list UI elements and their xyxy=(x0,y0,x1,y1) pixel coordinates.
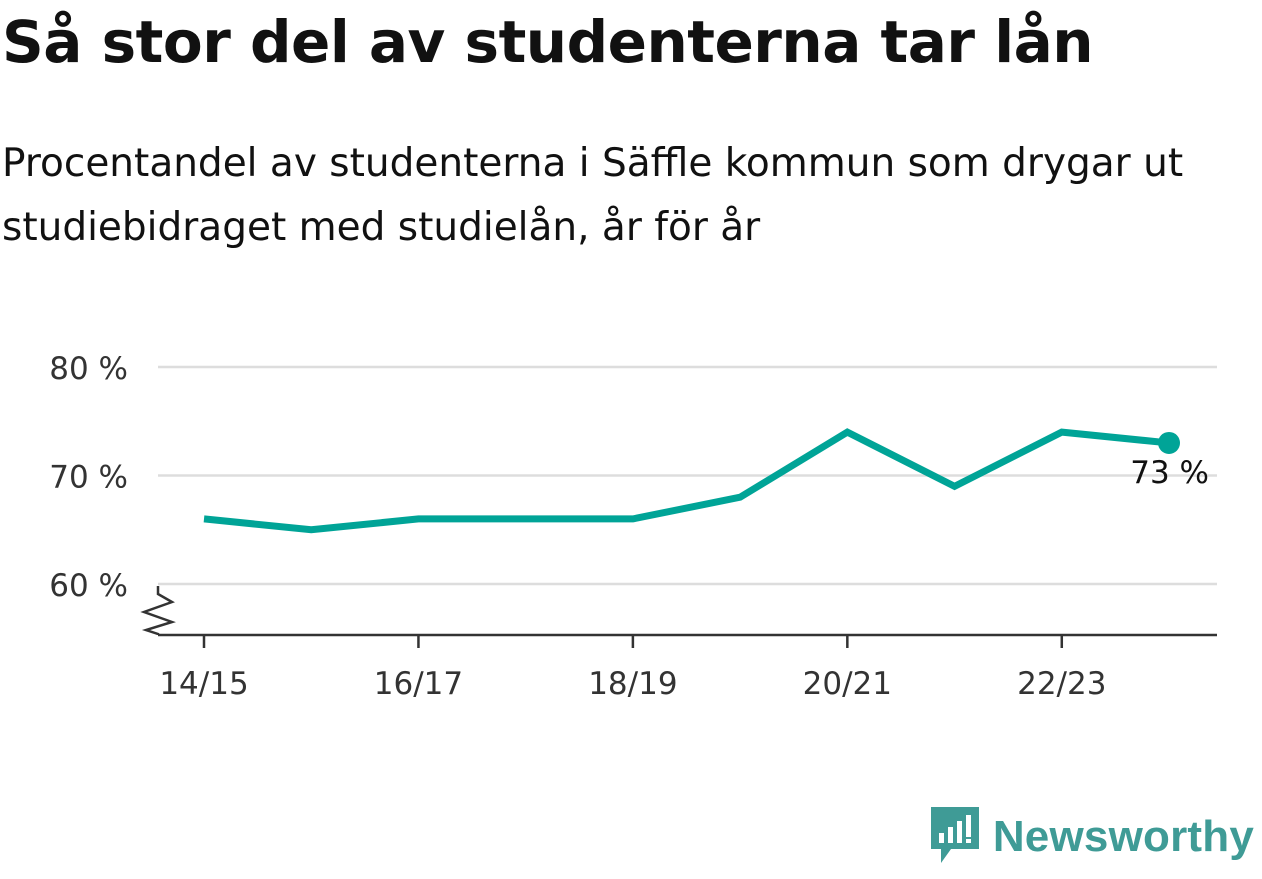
axis-break-icon xyxy=(140,586,176,636)
annotations: 73 % xyxy=(1130,431,1209,491)
series-layer xyxy=(203,428,1170,534)
series-line xyxy=(203,428,1170,534)
x-tick-label: 22/23 xyxy=(1017,666,1106,702)
y-tick-labels: 60 % 70 % 80 % xyxy=(49,351,128,604)
chart-title: Så stor del av studenterna tar lån xyxy=(2,8,1094,76)
data-label: 73 % xyxy=(1130,455,1209,491)
last-point-marker xyxy=(1158,431,1180,454)
chart-subtitle: Procentandel av studenterna i Säffle kom… xyxy=(2,141,1184,250)
x-tick-label: 16/17 xyxy=(374,666,463,702)
x-tick-labels: 14/15 16/17 18/19 20/21 22/23 xyxy=(159,635,1106,702)
newsworthy-logo-icon xyxy=(930,805,981,869)
x-tick-label: 20/21 xyxy=(803,666,892,702)
brand: Newsworthy xyxy=(930,805,1254,869)
gridlines xyxy=(158,365,1217,586)
x-tick-label: 18/19 xyxy=(588,666,677,702)
y-tick-label: 80 % xyxy=(49,351,128,387)
y-tick-label: 60 % xyxy=(49,568,128,604)
x-tick-label: 14/15 xyxy=(159,666,248,702)
brand-name: Newsworthy xyxy=(992,812,1254,861)
x-axis xyxy=(140,586,1217,637)
y-tick-label: 70 % xyxy=(49,460,128,496)
